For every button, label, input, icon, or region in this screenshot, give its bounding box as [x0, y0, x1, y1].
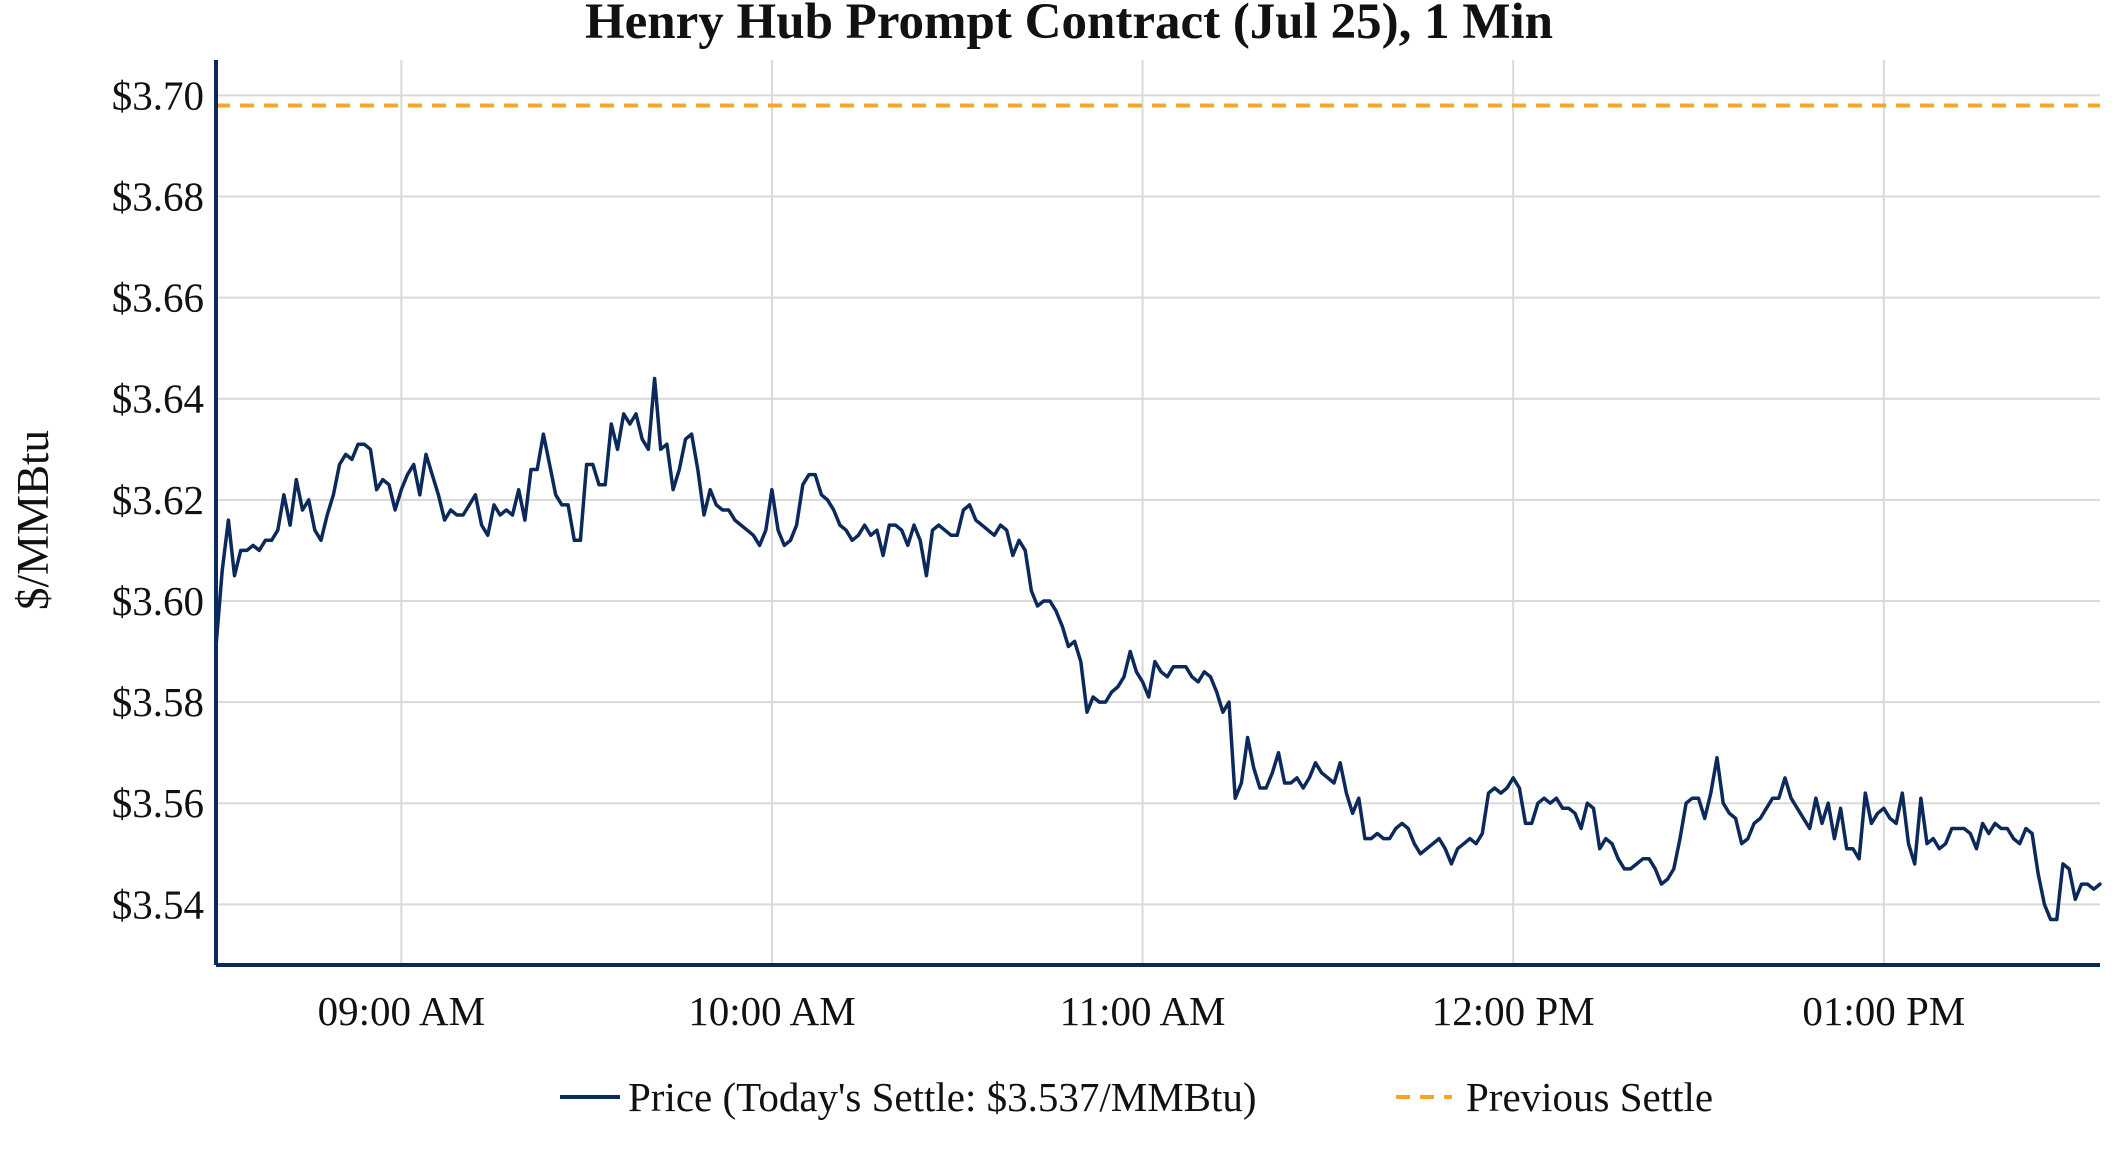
y-tick-label: $3.60 [112, 578, 204, 624]
y-tick-label: $3.64 [112, 376, 204, 422]
legend: Price (Today's Settle: $3.537/MMBtu) Pre… [560, 1074, 1713, 1120]
grid-layer [216, 60, 2100, 965]
price-line-layer [214, 376, 2102, 922]
x-tick-label: 11:00 AM [1060, 988, 1226, 1034]
y-axis-label: $/MMBtu [8, 430, 58, 610]
x-tick-label: 12:00 PM [1432, 988, 1595, 1034]
price-series-line [214, 376, 2102, 922]
y-tick-label: $3.70 [112, 72, 204, 118]
tick-label-layer: $3.54 $3.56 $3.58 $3.60 $3.62 $3.64 $3.66 $3.68… [112, 72, 1966, 1034]
y-tick-label: $3.58 [112, 679, 204, 725]
y-tick-label: $3.54 [112, 881, 204, 927]
chart-title: Henry Hub Prompt Contract (Jul 25), 1 Mi… [585, 0, 1553, 50]
x-tick-label: 01:00 PM [1802, 988, 1965, 1034]
y-tick-label: $3.68 [112, 174, 204, 220]
x-tick-label: 09:00 AM [318, 988, 485, 1034]
x-tick-label: 10:00 AM [688, 988, 855, 1034]
legend-price-label: Price (Today's Settle: $3.537/MMBtu) [628, 1074, 1257, 1120]
legend-settle-label: Previous Settle [1466, 1074, 1713, 1120]
y-tick-label: $3.62 [112, 477, 204, 523]
axis-layer [214, 60, 2100, 967]
y-tick-label: $3.66 [112, 275, 204, 321]
y-tick-label: $3.56 [112, 780, 204, 826]
